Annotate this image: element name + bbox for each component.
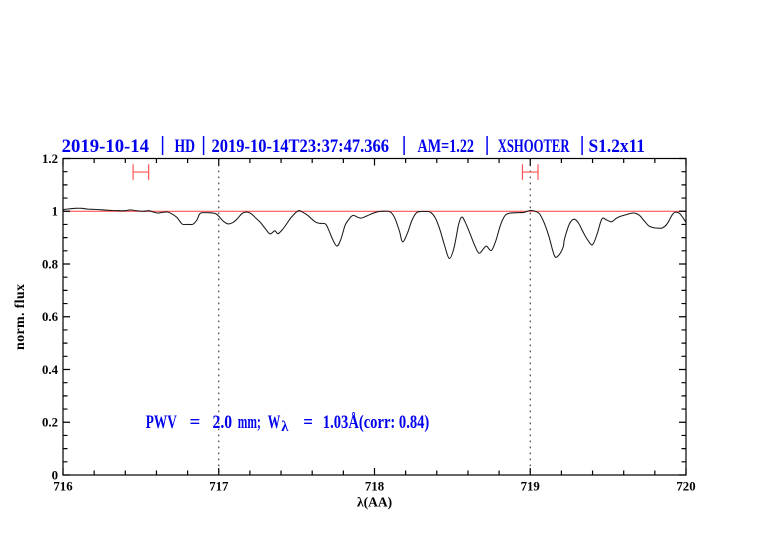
svg-text:717: 717 bbox=[209, 480, 229, 494]
svg-text:1: 1 bbox=[52, 205, 58, 219]
svg-text:0.6: 0.6 bbox=[42, 310, 59, 324]
svg-text:719: 719 bbox=[521, 480, 540, 494]
svg-text:0.4: 0.4 bbox=[42, 363, 59, 377]
svg-text:|||||: | | | | | bbox=[160, 131, 584, 155]
svg-text:716: 716 bbox=[53, 480, 73, 494]
svg-text:0.2: 0.2 bbox=[42, 416, 58, 430]
svg-text:1.2: 1.2 bbox=[42, 152, 58, 166]
svg-text:718: 718 bbox=[365, 480, 384, 494]
svg-text:norm. flux: norm. flux bbox=[13, 284, 28, 350]
svg-text:720: 720 bbox=[676, 480, 695, 494]
svg-text:λ(AA): λ(AA) bbox=[357, 495, 392, 510]
svg-text:0: 0 bbox=[52, 468, 58, 482]
svg-text:0.8: 0.8 bbox=[42, 257, 58, 271]
svg-text:PWV=2.0mm;Wλ=1.03Å(corr: 0.84): PWV = 2.0 mm; Wλ = 1.03Å(corr: 0.84) bbox=[146, 412, 430, 435]
